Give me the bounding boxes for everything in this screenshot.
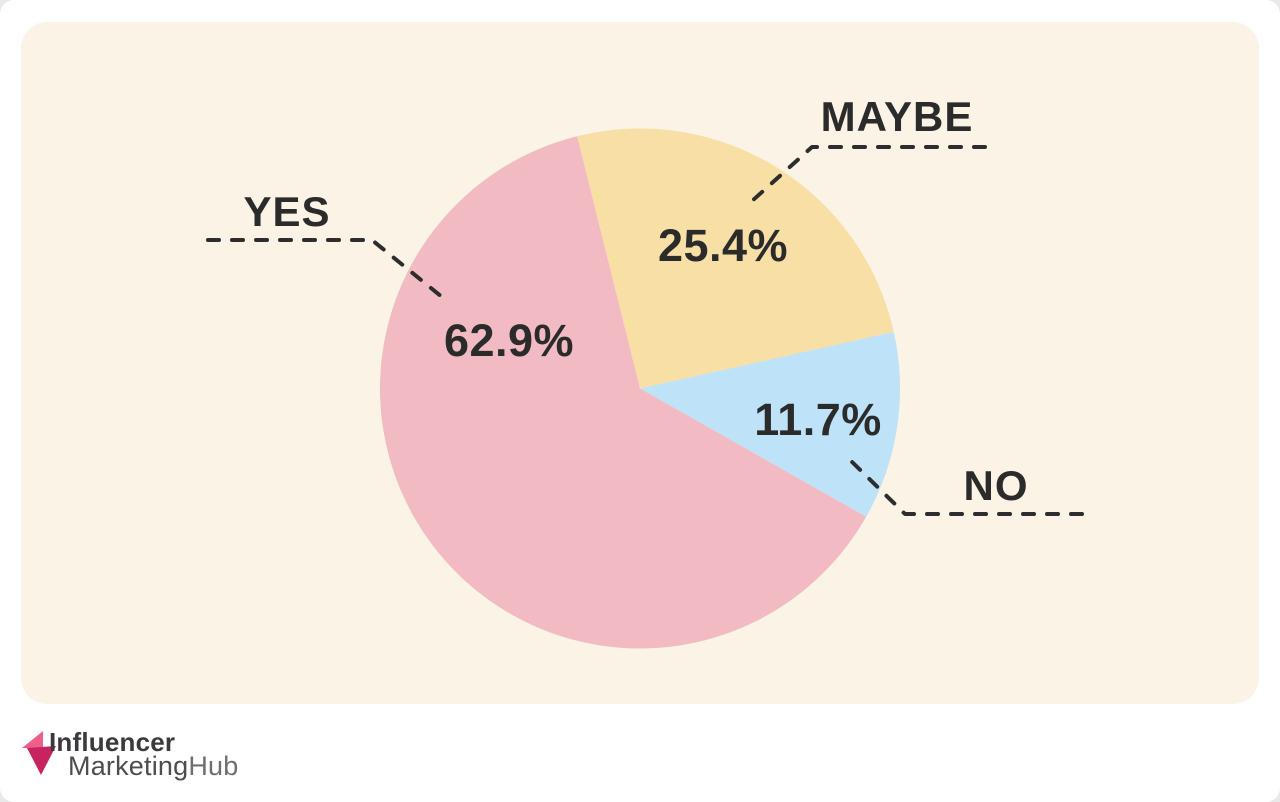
logo-text: Influencer MarketingHub: [49, 729, 239, 780]
logo-line2-marketing: Marketing: [68, 751, 189, 781]
logo-line2-hub: Hub: [188, 751, 239, 781]
logo-line1: Influencer: [49, 727, 176, 757]
logo-icon-light-part: [22, 731, 43, 748]
logo-line2: MarketingHub: [68, 753, 239, 780]
callout-line-no: [845, 455, 1084, 516]
influencer-marketinghub-logo: Influencer MarketingHub: [22, 729, 239, 780]
callout-line-maybe: [750, 145, 987, 203]
callout-line-yes: [206, 238, 444, 299]
logo-arrow-icon: [22, 731, 56, 775]
pie-slice-no: [640, 331, 901, 517]
pie-slice-maybe: [577, 128, 894, 389]
logo-icon-dark-part: [27, 746, 56, 775]
pie-slice-yes: [380, 136, 867, 649]
